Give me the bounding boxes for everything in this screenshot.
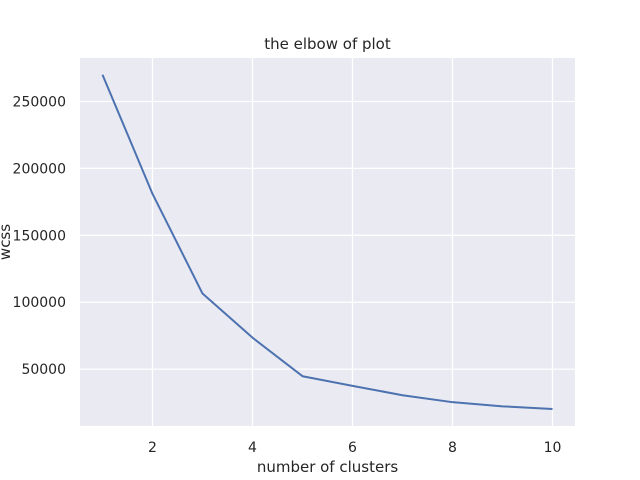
series-line (101, 74, 553, 411)
y-tick-label: 100000 (13, 295, 66, 311)
x-axis-label: number of clusters (257, 458, 399, 476)
tick-labels: 2 4 6 8 10 50000 100000 150000 200000 250000 (13, 94, 562, 456)
chart-title: the elbow of plot (264, 35, 391, 53)
plot-area (80, 58, 575, 426)
y-tick-label: 150000 (13, 228, 66, 244)
series-group (101, 74, 553, 411)
y-tick-label: 50000 (21, 362, 66, 378)
y-tick-label: 200000 (13, 161, 66, 177)
x-tick-label: 8 (448, 440, 457, 456)
x-tick-label: 10 (544, 440, 562, 456)
y-axis-label: wcss (0, 224, 14, 260)
y-tick-label: 250000 (13, 94, 66, 110)
x-tick-label: 6 (348, 440, 357, 456)
x-tick-label: 2 (148, 440, 157, 456)
grid-lines (80, 58, 575, 426)
x-tick-label: 4 (248, 440, 257, 456)
